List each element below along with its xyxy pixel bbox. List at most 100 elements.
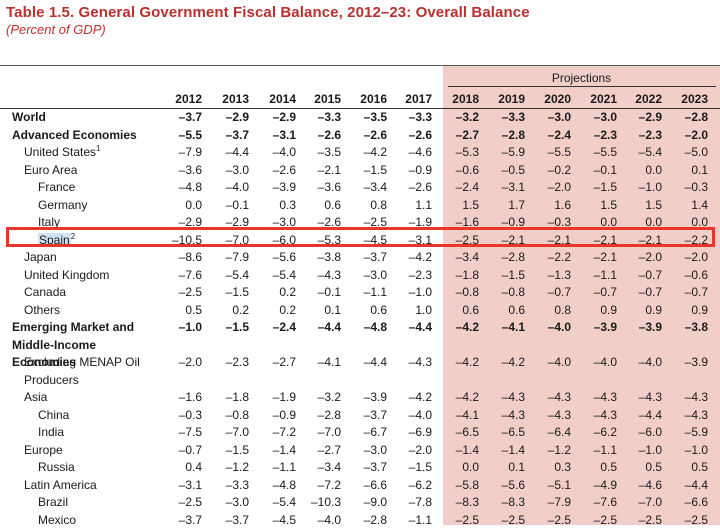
value-cell: –1.1	[341, 284, 387, 302]
value-cell: –10.3	[295, 494, 341, 512]
row-label: Asia	[24, 389, 47, 407]
value-cell: –4.9	[571, 477, 617, 495]
value-cell: –6.6	[341, 477, 387, 495]
row-label-text: Asia	[24, 390, 47, 404]
table-row: Mexico–3.7–3.7–4.5–4.0–2.8–1.1–2.5–2.5–2…	[0, 512, 720, 529]
value-cell: –0.5	[479, 162, 525, 180]
year-header: 2015	[295, 92, 341, 106]
value-cell: –2.5	[662, 512, 708, 529]
value-cell: –6.2	[386, 477, 432, 495]
row-label: Russia	[38, 459, 75, 477]
value-cell: –4.0	[525, 319, 571, 337]
row-label-text: Brazil	[38, 495, 68, 509]
value-cell: –7.5	[156, 424, 202, 442]
value-cell: –1.1	[250, 459, 296, 477]
row-label-text: China	[38, 408, 69, 422]
value-cell: –1.0	[662, 442, 708, 460]
value-cell: –3.4	[341, 179, 387, 197]
value-cell: –5.3	[433, 144, 479, 162]
value-cell: –2.8	[295, 407, 341, 425]
value-cell: –4.2	[386, 249, 432, 267]
value-cell: –0.7	[525, 284, 571, 302]
value-cell: 0.3	[525, 459, 571, 477]
value-cell: –4.2	[433, 354, 479, 372]
value-cell: –4.2	[386, 389, 432, 407]
value-cell: –2.5	[571, 512, 617, 529]
value-cell: 0.9	[616, 302, 662, 320]
value-cell: –3.7	[156, 512, 202, 529]
value-cell: –0.7	[662, 284, 708, 302]
value-cell: –4.4	[616, 407, 662, 425]
value-cell: –3.9	[341, 389, 387, 407]
value-cell: –2.2	[525, 249, 571, 267]
value-cell: –5.1	[525, 477, 571, 495]
value-cell: –2.5	[433, 512, 479, 529]
value-cell: 0.8	[341, 197, 387, 215]
row-label-text: India	[38, 425, 64, 439]
value-cell: –1.0	[616, 442, 662, 460]
row-label: Brazil	[38, 494, 68, 512]
year-header: 2022	[616, 92, 662, 106]
row-label-text: United Kingdom	[24, 268, 109, 282]
row-label: Others	[24, 302, 60, 320]
value-cell: –4.2	[479, 354, 525, 372]
year-header: 2019	[479, 92, 525, 106]
table-row: France–4.8–4.0–3.9–3.6–3.4–2.6–2.4–3.1–2…	[0, 179, 720, 197]
value-cell: –4.3	[662, 407, 708, 425]
value-cell: 0.5	[616, 459, 662, 477]
value-cell: –1.4	[433, 442, 479, 460]
table-row: Europe–0.7–1.5–1.4–2.7–3.0–2.0–1.4–1.4–1…	[0, 442, 720, 460]
table-title: Table 1.5. General Government Fiscal Bal…	[6, 4, 530, 22]
value-cell: –3.0	[203, 162, 249, 180]
selection-highlight-box	[6, 227, 715, 247]
table-row: Latin America–3.1–3.3–4.8–7.2–6.6–6.2–5.…	[0, 477, 720, 495]
value-cell: –1.9	[250, 389, 296, 407]
value-cell: –3.0	[341, 267, 387, 285]
value-cell: –2.6	[386, 127, 432, 145]
value-cell: –0.7	[571, 284, 617, 302]
row-label-text: Europe	[24, 443, 63, 457]
value-cell: –5.4	[250, 267, 296, 285]
row-label: Latin America	[24, 477, 97, 495]
value-cell: –4.0	[203, 179, 249, 197]
projections-rule	[448, 86, 716, 87]
value-cell: –2.8	[479, 249, 525, 267]
value-cell: –8.3	[433, 494, 479, 512]
value-cell: –7.9	[203, 249, 249, 267]
value-cell: –3.3	[386, 109, 432, 127]
row-label-text: France	[38, 180, 75, 194]
value-cell: –6.5	[433, 424, 479, 442]
value-cell: 1.5	[433, 197, 479, 215]
value-cell: –0.9	[250, 407, 296, 425]
value-cell: –1.2	[525, 442, 571, 460]
year-header: 2017	[386, 92, 432, 106]
top-rule	[0, 65, 720, 66]
value-cell: –2.1	[571, 249, 617, 267]
value-cell: 1.5	[616, 197, 662, 215]
value-cell: –7.6	[571, 494, 617, 512]
table-row: Emerging Market and Middle-Income Econom…	[0, 319, 720, 354]
value-cell: –7.9	[525, 494, 571, 512]
value-cell: –1.5	[341, 162, 387, 180]
value-cell: 1.0	[386, 302, 432, 320]
value-cell: –2.5	[156, 494, 202, 512]
value-cell: –3.0	[525, 109, 571, 127]
value-cell: –4.1	[295, 354, 341, 372]
value-cell: –7.9	[156, 144, 202, 162]
value-cell: –2.0	[662, 249, 708, 267]
value-cell: –1.0	[156, 319, 202, 337]
row-label-text: Canada	[24, 285, 66, 299]
table-row: World–3.7–2.9–2.9–3.3–3.5–3.3–3.2–3.3–3.…	[0, 109, 720, 127]
row-label: United Kingdom	[24, 267, 109, 285]
value-cell: –4.3	[571, 389, 617, 407]
value-cell: –2.5	[156, 284, 202, 302]
value-cell: –0.7	[616, 267, 662, 285]
value-cell: –5.5	[156, 127, 202, 145]
value-cell: –7.6	[156, 267, 202, 285]
row-label-text: Japan	[24, 250, 57, 264]
value-cell: –3.7	[341, 249, 387, 267]
value-cell: –4.4	[203, 144, 249, 162]
value-cell: –7.0	[295, 424, 341, 442]
